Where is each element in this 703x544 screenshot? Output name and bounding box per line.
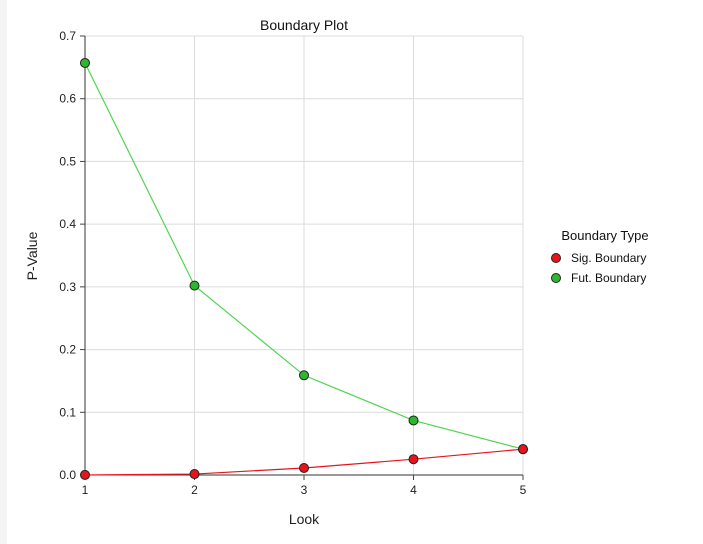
series-points: [80, 57, 528, 480]
legend-label: Sig. Boundary: [571, 251, 646, 265]
y-tick-label: 0.3: [59, 280, 76, 294]
y-tick-label: 0.1: [59, 405, 76, 419]
y-tick-label: 0.4: [59, 217, 76, 231]
legend-marker: [551, 253, 561, 263]
y-tick-label: 0.2: [59, 343, 76, 357]
y-tick-label: 0.6: [59, 92, 76, 106]
x-tick-label: 3: [301, 483, 308, 497]
chart-title: Boundary Plot: [260, 17, 348, 33]
x-tick-label: 5: [520, 483, 527, 497]
y-axis-ticks: 0.0 0.1 0.2 0.3 0.4 0.5 0.6 0.7: [59, 29, 85, 482]
x-axis-ticks: 1 2 3 4 5: [82, 475, 527, 497]
data-point-significance: [408, 454, 419, 465]
legend-label: Fut. Boundary: [571, 271, 646, 285]
left-margin-strip: [0, 0, 7, 544]
x-tick-label: 1: [82, 483, 89, 497]
grid: [84, 35, 524, 476]
data-point-significance: [518, 444, 528, 455]
y-tick-label: 0.7: [59, 29, 76, 43]
data-point-futility: [189, 280, 200, 291]
legend-title: Boundary Type: [561, 228, 648, 243]
data-point-significance: [299, 462, 309, 473]
data-point-significance: [80, 469, 90, 480]
legend: Boundary Type Sig. Boundary Fut. Boundary: [551, 228, 649, 285]
legend-marker: [551, 273, 561, 283]
data-point-futility: [80, 57, 90, 68]
x-tick-label: 2: [191, 483, 198, 497]
x-tick-label: 4: [410, 483, 417, 497]
y-axis-label: P-Value: [24, 231, 40, 280]
data-point-futility: [408, 415, 419, 426]
x-axis-label: Look: [289, 511, 320, 527]
data-point-futility: [299, 370, 309, 381]
data-point-significance: [189, 469, 200, 480]
y-tick-label: 0.5: [59, 154, 76, 168]
y-tick-label: 0.0: [59, 468, 76, 482]
